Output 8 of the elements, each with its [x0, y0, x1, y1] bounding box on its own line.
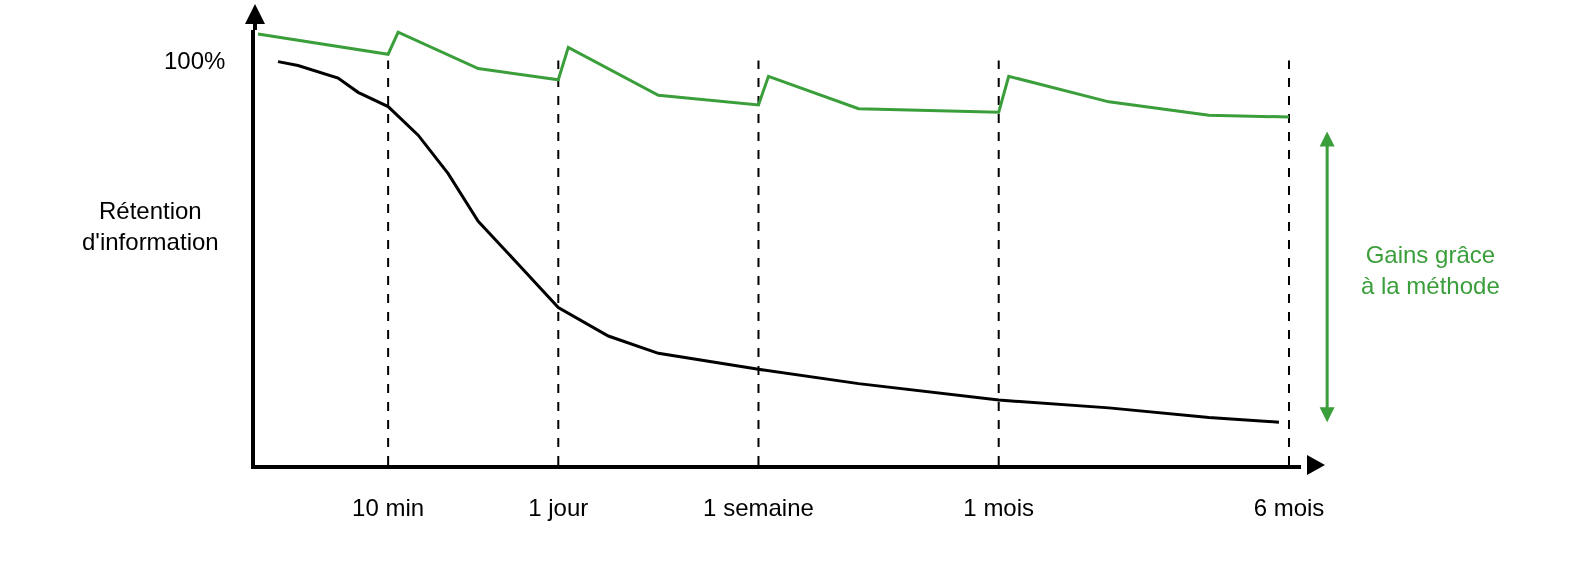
x-tick-label: 1 jour [528, 493, 589, 521]
x-tick-label: 6 mois [1253, 493, 1325, 521]
x-tick-label: 10 min [352, 493, 425, 521]
x-tick-label: 1 semaine [703, 493, 814, 521]
text: 100% [164, 47, 226, 74]
text: Gains grâce à la méthode [1361, 241, 1500, 300]
x-tick-label: 1 mois [963, 493, 1035, 521]
y-axis-title: Rétention d'information [82, 197, 219, 256]
